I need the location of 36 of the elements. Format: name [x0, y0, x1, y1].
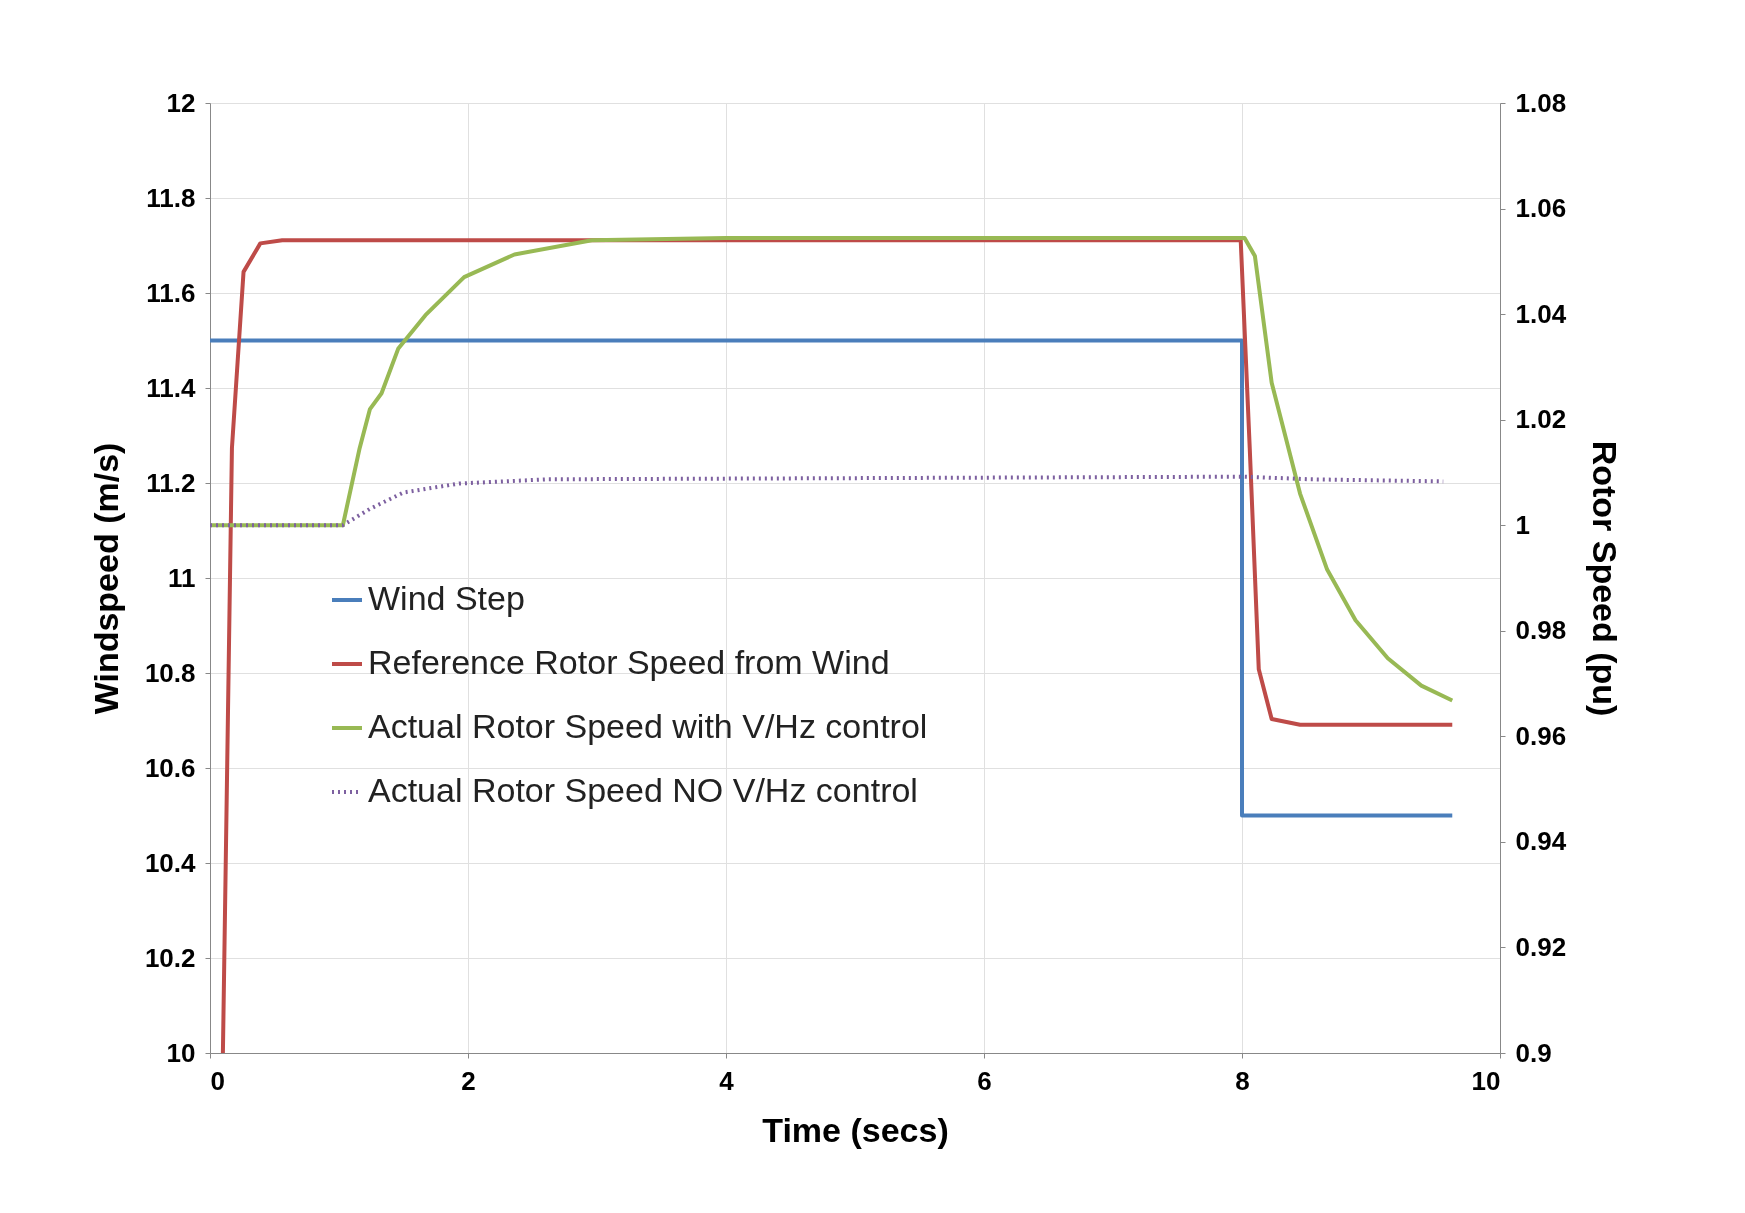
legend-label: Actual Rotor Speed with V/Hz control: [368, 707, 928, 745]
y-tick-label: 10.8: [144, 657, 196, 688]
x-tick-label: 6: [977, 1065, 992, 1096]
y2-tick-label: 1.02: [1515, 404, 1567, 435]
line-series: [220, 238, 1455, 1053]
legend-label: Wind Step: [368, 579, 525, 617]
legend-label: Actual Rotor Speed NO V/Hz control: [368, 771, 918, 809]
y2-axis-title: Rotor Speed (pu): [1586, 440, 1625, 717]
y2-tick-label: 0.96: [1515, 720, 1567, 751]
x-tick-label: 2: [461, 1065, 476, 1096]
y-tick-label: 10.2: [144, 942, 196, 973]
x-tick-label: 8: [1235, 1065, 1250, 1096]
y2-tick-label: 0.9: [1515, 1037, 1552, 1068]
x-axis-title: Time (secs): [762, 1110, 949, 1149]
y2-tick-label: 0.94: [1515, 826, 1567, 857]
y-tick-label: 11.6: [146, 277, 196, 308]
x-tick-label: 10: [1471, 1065, 1501, 1096]
y2-tick-label: 0.98: [1515, 615, 1567, 646]
y-tick-label: 11: [168, 562, 196, 593]
legend-label: Reference Rotor Speed from Wind: [368, 643, 890, 681]
y2-tick-label: 1: [1515, 509, 1530, 540]
y-tick-label: 11.2: [146, 467, 196, 498]
x-tick-label: 4: [719, 1065, 735, 1096]
x-tick-label: 0: [210, 1065, 225, 1096]
y-tick-label: 12: [166, 87, 196, 118]
y-tick-label: 10: [166, 1037, 196, 1068]
y2-tick-label: 1.06: [1515, 193, 1567, 224]
y2-tick-label: 1.04: [1515, 298, 1567, 329]
y-tick-label: 11.8: [146, 182, 196, 213]
line-series: [210, 236, 1455, 703]
y-tick-label: 10.4: [144, 847, 197, 878]
y2-tick-label: 1.08: [1515, 87, 1567, 118]
y2-tick-label: 0.92: [1515, 931, 1567, 962]
y-axis-title: Windspeed (m/s): [86, 442, 125, 715]
y-tick-label: 11.4: [146, 372, 197, 403]
y-tick-label: 10.6: [144, 752, 196, 783]
